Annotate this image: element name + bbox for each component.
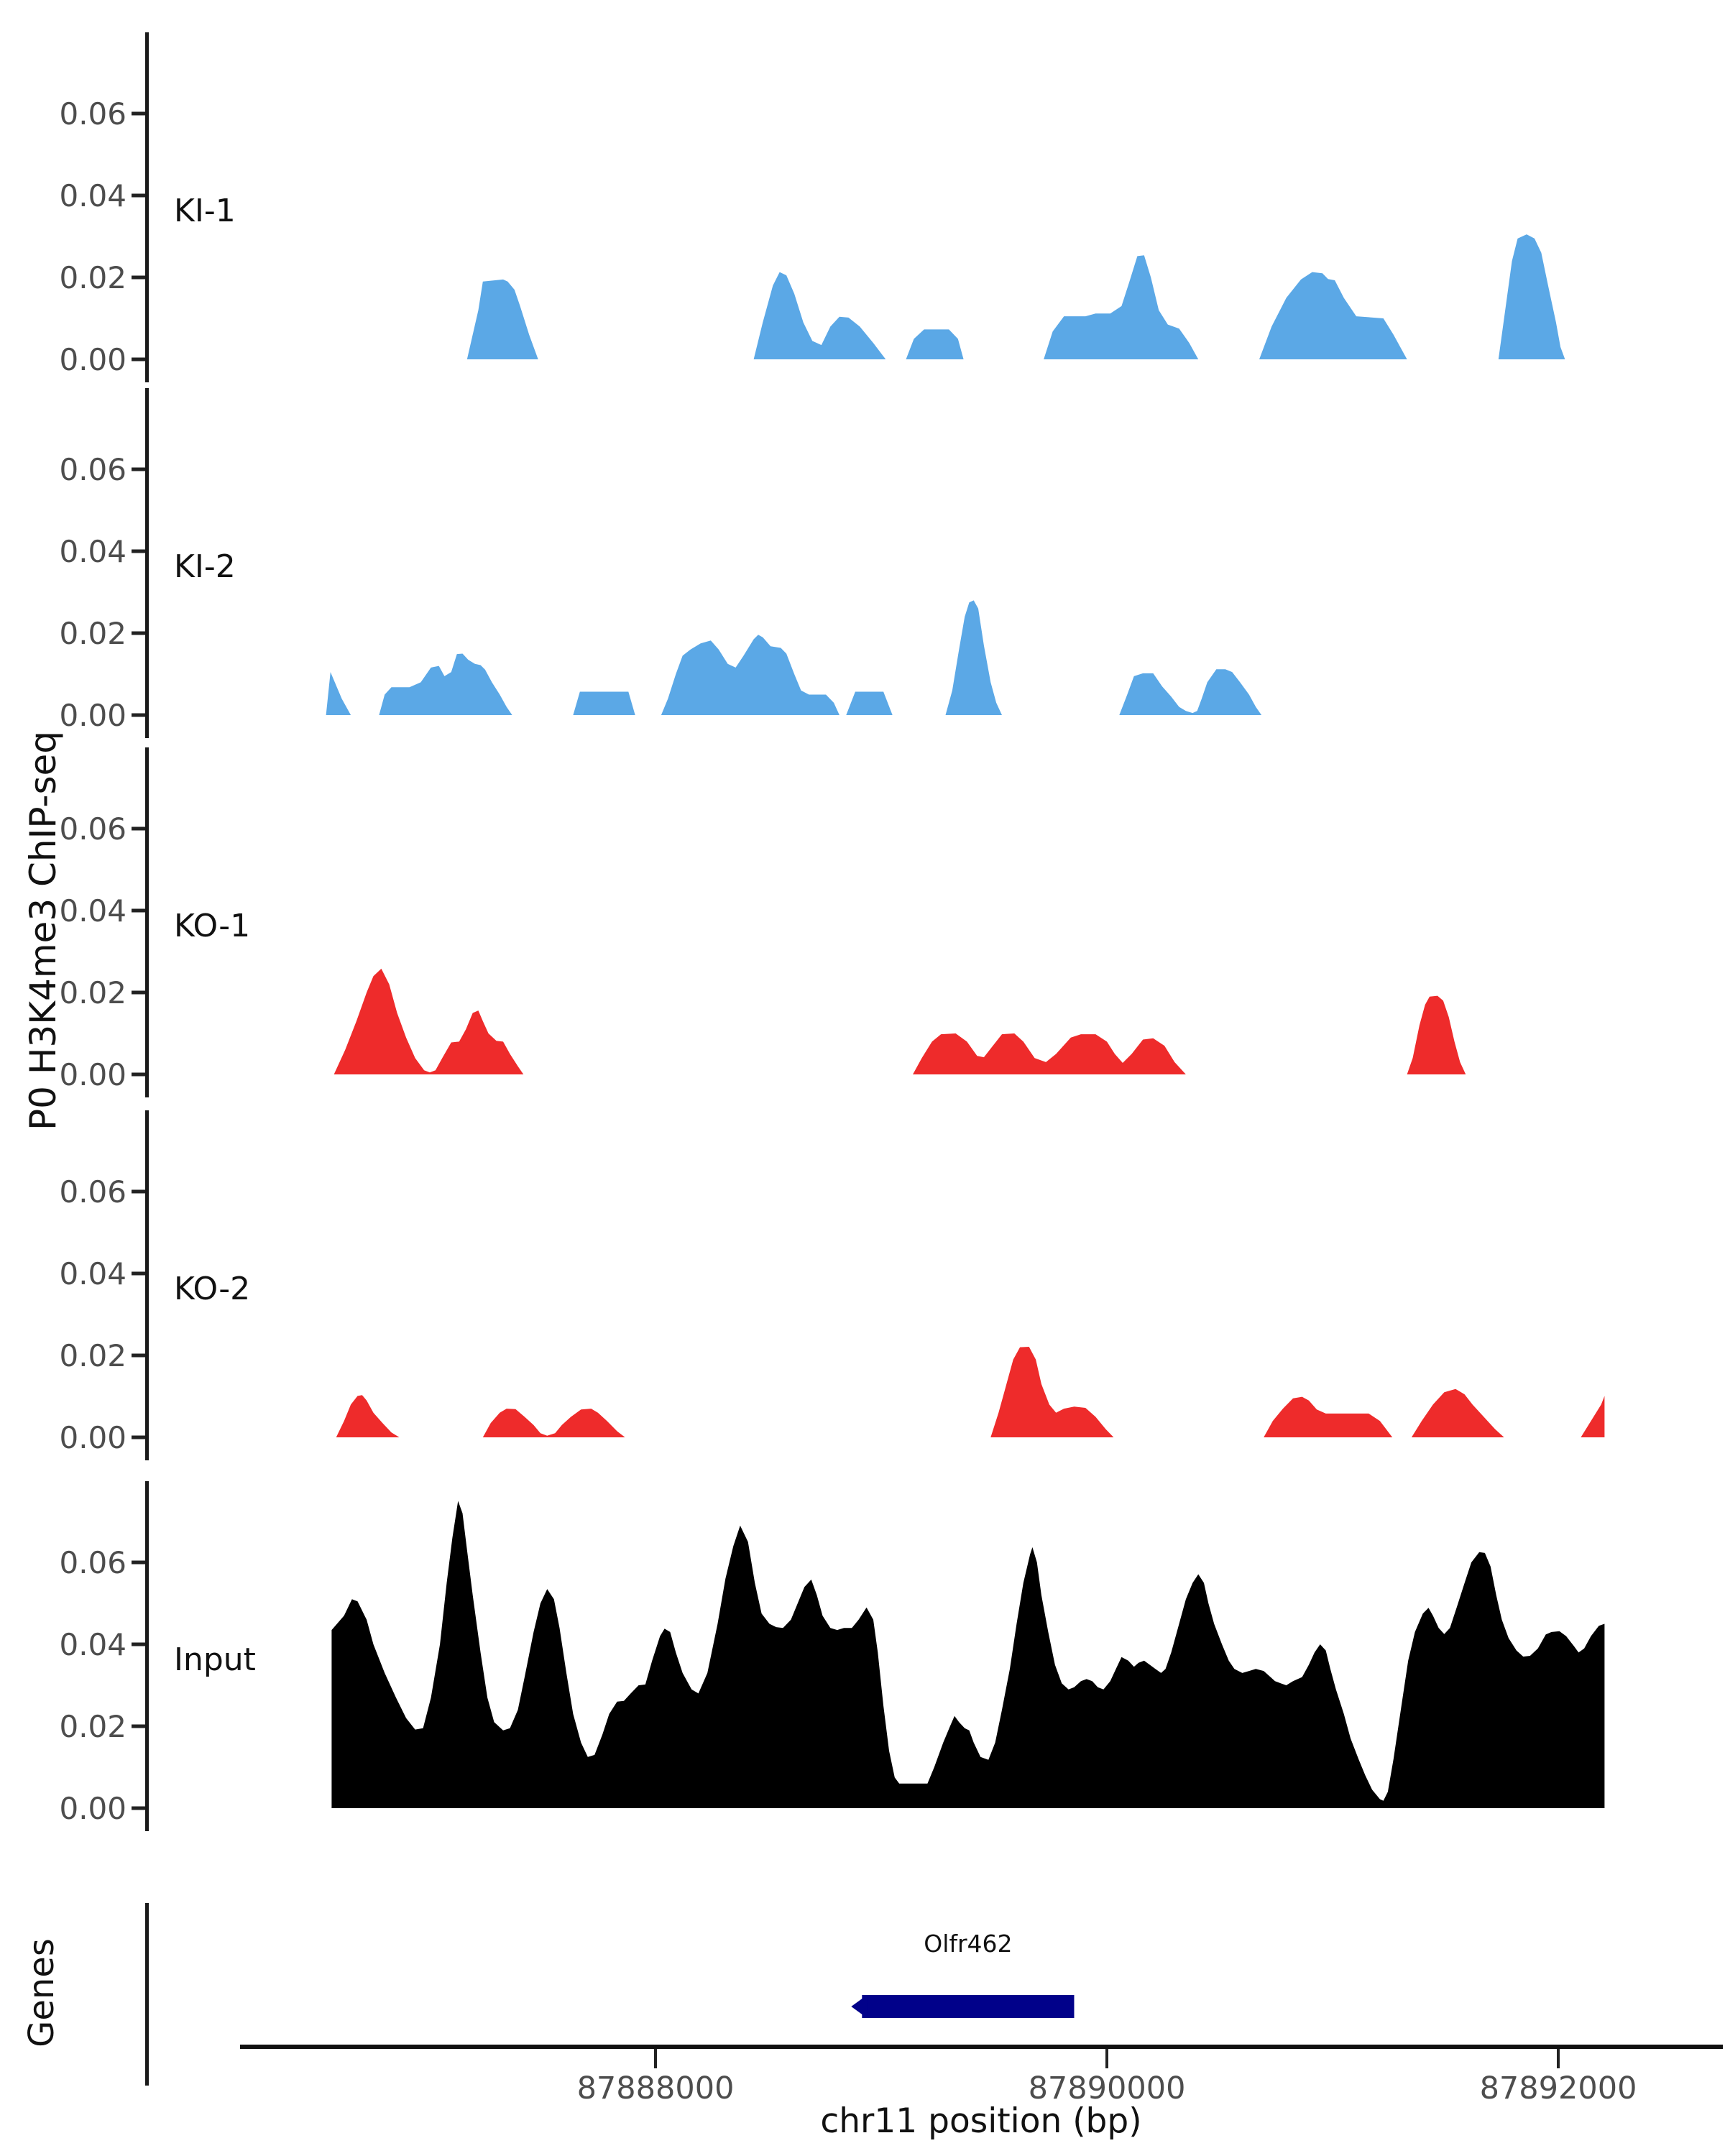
y-tick <box>132 908 145 913</box>
y-tick-label: 0.04 <box>59 534 126 569</box>
x-tick <box>1105 2049 1108 2068</box>
x-axis-title: chr11 position (bp) <box>820 2101 1142 2141</box>
x-tick-label: 87892000 <box>1480 2070 1637 2106</box>
track-label: KI-1 <box>174 193 236 229</box>
track-area-Input <box>331 1501 1605 1808</box>
y-tick-label: 0.02 <box>59 1709 126 1744</box>
track-y-axis <box>145 747 149 1097</box>
y-tick <box>132 1435 145 1439</box>
y-tick <box>132 1724 145 1728</box>
y-tick <box>132 275 145 280</box>
y-tick <box>132 826 145 831</box>
y-tick <box>132 1560 145 1565</box>
x-tick-label: 87890000 <box>1029 2070 1186 2106</box>
y-tick <box>132 1642 145 1646</box>
y-tick-label: 0.04 <box>59 1256 126 1291</box>
y-tick <box>132 990 145 995</box>
y-tick <box>132 111 145 116</box>
track-KO-2 <box>132 1110 1605 1460</box>
y-tick <box>132 1806 145 1810</box>
y-tick-label: 0.00 <box>59 1420 126 1455</box>
track-KI-1 <box>132 32 1565 382</box>
gene-bar <box>862 1995 1075 2018</box>
y-tick <box>132 193 145 198</box>
y-tick <box>132 467 145 471</box>
genes-panel <box>145 1903 1075 2086</box>
gene-label: Olfr462 <box>924 1930 1012 1958</box>
track-Input <box>132 1481 1605 1831</box>
track-label: KO-1 <box>174 908 250 944</box>
track-area-KI-1 <box>466 234 1565 359</box>
gene-strand-arrow <box>851 1995 868 2018</box>
y-tick-label: 0.00 <box>59 1057 126 1092</box>
y-tick-label: 0.02 <box>59 616 126 651</box>
y-tick <box>132 1271 145 1276</box>
x-tick <box>1557 2049 1560 2068</box>
y-tick-label: 0.06 <box>59 452 126 487</box>
y-tick <box>132 631 145 635</box>
track-KO-1 <box>132 747 1466 1097</box>
y-tick <box>132 549 145 553</box>
y-tick <box>132 1353 145 1358</box>
track-area-KO-2 <box>336 1347 1605 1437</box>
y-tick-label: 0.00 <box>59 342 126 377</box>
y-tick <box>132 713 145 717</box>
y-tick-label: 0.06 <box>59 96 126 132</box>
track-label: KI-2 <box>174 548 236 585</box>
y-tick-label: 0.06 <box>59 811 126 847</box>
y-tick-label: 0.02 <box>59 975 126 1010</box>
y-tick-label: 0.02 <box>59 1338 126 1373</box>
y-tick-label: 0.02 <box>59 260 126 295</box>
track-area-KI-2 <box>326 600 1262 715</box>
track-y-axis <box>145 32 149 382</box>
track-area-KO-1 <box>334 968 1466 1074</box>
y-tick-label: 0.06 <box>59 1545 126 1580</box>
track-y-axis <box>145 1110 149 1460</box>
track-y-axis <box>145 1481 149 1831</box>
track-label: KO-2 <box>174 1271 250 1307</box>
track-y-axis <box>145 388 149 738</box>
y-tick <box>132 1189 145 1194</box>
track-label: Input <box>174 1641 256 1678</box>
y-axis-super-label: P0 H3K4me3 ChIP-seq <box>22 730 64 1131</box>
genes-panel-axis <box>145 1903 149 2086</box>
y-tick-label: 0.00 <box>59 1791 126 1826</box>
x-axis <box>240 2045 1723 2068</box>
x-tick-label: 87888000 <box>577 2070 735 2106</box>
y-tick <box>132 357 145 361</box>
genes-panel-label: Genes <box>22 1938 62 2047</box>
y-tick-label: 0.00 <box>59 698 126 733</box>
x-axis-line <box>240 2045 1723 2049</box>
y-tick-label: 0.06 <box>59 1174 126 1210</box>
track-KI-2 <box>132 388 1262 738</box>
y-tick-label: 0.04 <box>59 178 126 213</box>
y-tick-label: 0.04 <box>59 893 126 929</box>
y-tick <box>132 1072 145 1077</box>
y-tick-label: 0.04 <box>59 1627 126 1662</box>
x-tick <box>654 2049 657 2068</box>
